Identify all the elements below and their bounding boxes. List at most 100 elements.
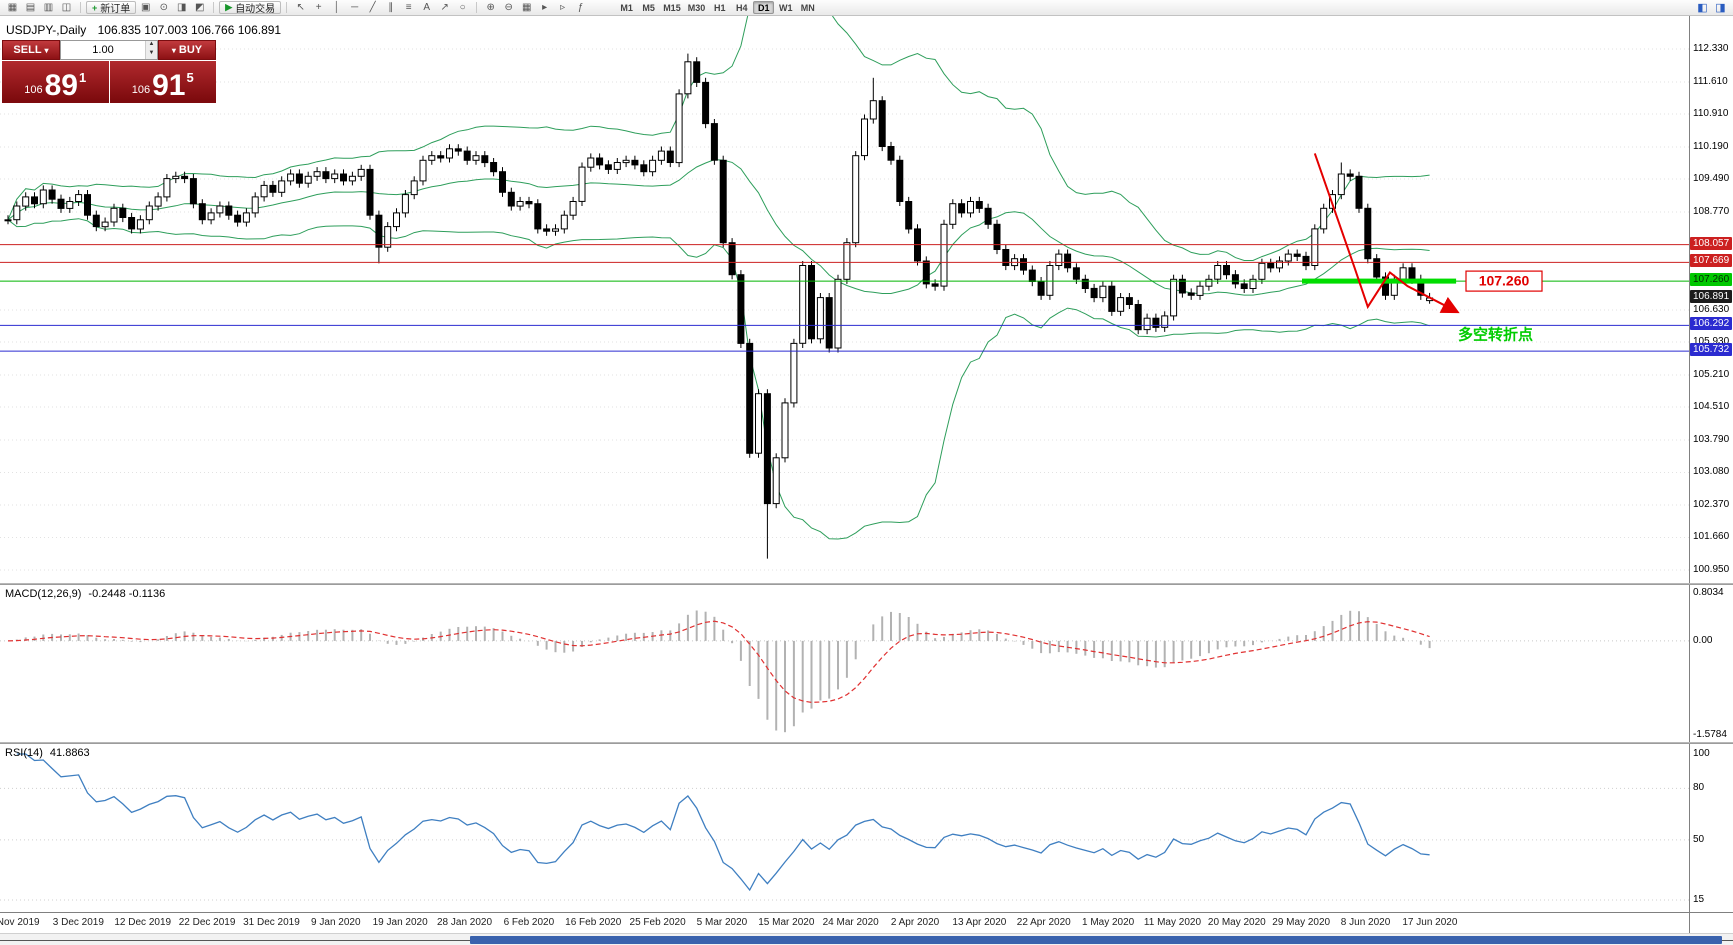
navigator-icon[interactable]: ◫ [61,2,72,13]
toolbar: ▦ ▤ ▥ ◫ + 新订单 ▣ ⊙ ◨ ◩ ▶ 自动交易 ↖ + │ ─ ╱ ∥ ≡ A ↗ ○ ⊕ ⊖ ▦ ▸ ▹ ƒ… [0,0,1733,16]
time-axis-label: 9 Jan 2020 [311,917,361,928]
new-window-icon[interactable]: ◧ [1697,2,1708,14]
fibonacci-icon[interactable]: ≡ [405,2,412,13]
price-tick: 110.190 [1693,140,1729,152]
window-layout-icon[interactable]: ◨ [1715,2,1726,14]
timeframe-button-w1[interactable]: W1 [775,1,796,14]
rsi-canvas[interactable] [0,744,1689,912]
time-axis-label: 19 Jan 2020 [372,917,428,928]
timeframe-button-m5[interactable]: M5 [638,1,659,14]
panel-separator[interactable] [0,742,1733,744]
price-badge: 108.057 [1690,236,1733,250]
history-center-icon[interactable]: ◩ [195,2,205,13]
terminal-icon[interactable]: ▣ [141,2,151,13]
timeframe-button-m30[interactable]: M30 [685,1,709,14]
toolbar-mid-icons: ▣ ⊙ ◨ ◩ [137,1,208,14]
horizontal-line-icon[interactable]: ─ [351,2,359,13]
indicators-icon[interactable]: ƒ [577,2,584,13]
macd-canvas[interactable] [0,585,1689,742]
shapes-icon[interactable]: ○ [459,2,466,13]
zoom-in-icon[interactable]: ⊕ [486,2,495,13]
zoom-out-icon[interactable]: ⊖ [504,2,513,13]
bollinger-lower-line [7,218,1430,540]
toolbar-left-icons: ▦ ▤ ▥ ◫ [4,1,75,14]
cursor-icon[interactable]: ↖ [296,2,305,13]
strategy-tester-icon[interactable]: ⊙ [159,2,168,13]
level-price-label[interactable]: 107.260 [1465,270,1543,292]
bollinger-upper-line [7,16,1430,261]
price-badge: 106.292 [1690,317,1733,331]
chart-symbol-label: USDJPY-,Daily [6,23,87,37]
timeframe-button-h1[interactable]: H1 [709,1,730,14]
new-order-button[interactable]: + 新订单 [86,1,137,15]
chevron-down-icon: ▾ [44,45,49,55]
time-axis-label: 5 Mar 2020 [696,917,748,928]
rsi-axis-tick: 80 [1693,782,1705,794]
price-tick: 109.490 [1693,173,1730,185]
price-axis-macd[interactable]: 0.8034 0.00 -1.5784 [1690,585,1733,742]
arrows-icon[interactable]: ↗ [440,2,449,13]
market-watch-icon[interactable]: ▥ [43,2,54,13]
trend-arrow[interactable] [1313,153,1460,314]
note-text[interactable]: 多空转折点 [1458,326,1533,344]
ask-price-main: 91 [152,69,186,102]
autotrading-button[interactable]: ▶ 自动交易 [219,1,282,15]
main-chart-canvas[interactable]: 107.260 多空转折点 [0,16,1689,583]
timeframe-button-mn[interactable]: MN [797,1,818,14]
timeframe-button-d1[interactable]: D1 [753,1,775,14]
tile-windows-icon[interactable]: ▦ [521,2,532,13]
time-axis-label: 3 Dec 2019 [52,917,104,928]
volume-up-button[interactable]: ▲ [146,41,157,50]
price-badge: 107.669 [1690,254,1733,268]
toolbar-separator [476,2,478,13]
time-axis-label: 12 Dec 2019 [114,917,172,928]
toolbar-drawing-tools: ↖ + │ ─ ╱ ∥ ≡ A ↗ ○ [292,1,471,14]
price-axis-main[interactable]: 112.330 111.610 110.910 110.190 109.490 108.7… [1690,16,1733,583]
buy-button[interactable]: ▾ BUY [158,40,216,60]
time-axis-label: 4 Nov 2019 [0,917,40,928]
data-window-icon[interactable]: ◨ [177,2,187,13]
timeframe-button-h4[interactable]: H4 [731,1,752,14]
ask-price-prefix: 106 [131,84,151,96]
macd-axis-tick: 0.00 [1693,634,1713,646]
trendline-icon[interactable]: ╱ [369,2,376,13]
price-tick: 105.210 [1693,368,1730,380]
time-axis-border [0,912,1733,913]
rsi-line [16,753,1430,892]
bid-price[interactable]: 106 89 1 [2,61,109,103]
time-axis-label: 28 Jan 2020 [436,917,493,928]
h-scrollbar[interactable] [0,933,1733,945]
rsi-label: RSI(14) 41.8863 [5,747,90,759]
timeframe-button-m1[interactable]: M1 [616,1,637,14]
autotrading-play-icon: ▶ [225,2,233,12]
chart-profiles-icon[interactable]: ▤ [25,2,36,13]
price-tick: 100.950 [1693,564,1730,575]
text-icon[interactable]: A [423,2,431,13]
vertical-line-icon[interactable]: │ [333,2,340,13]
volume-input[interactable] [61,41,145,59]
toolbar-separator [213,2,215,13]
panel-separator[interactable] [0,583,1733,585]
time-axis-label: 22 Apr 2020 [1016,917,1071,928]
time-axis-label: 29 May 2020 [1272,917,1331,928]
price-badge: 105.732 [1690,343,1733,357]
volume-down-button[interactable]: ▼ [146,50,157,59]
timeframe-button-m15[interactable]: M15 [660,1,684,14]
crosshair-icon[interactable]: + [315,2,322,13]
bid-price-prefix: 106 [24,84,43,96]
support-zone-bar[interactable] [1302,278,1457,284]
price-tick: 102.370 [1693,498,1730,510]
macd-name: MACD(12,26,9) [5,588,82,600]
h-scrollbar-thumb[interactable] [470,936,1722,944]
sell-button[interactable]: SELL ▾ [2,40,60,60]
rsi-value: 41.8863 [49,747,90,759]
auto-scroll-icon[interactable]: ▸ [542,2,548,13]
time-axis[interactable]: 4 Nov 2019 3 Dec 2019 12 Dec 2019 22 Dec 20… [0,914,1689,932]
ask-price[interactable]: 106 91 5 [109,61,216,103]
price-axis-rsi[interactable]: 100 80 50 15 [1690,744,1733,912]
new-chart-icon[interactable]: ▦ [7,2,18,13]
time-axis-label: 15 Mar 2020 [758,917,815,928]
channel-icon[interactable]: ∥ [388,2,394,13]
chart-shift-icon[interactable]: ▹ [560,2,566,13]
